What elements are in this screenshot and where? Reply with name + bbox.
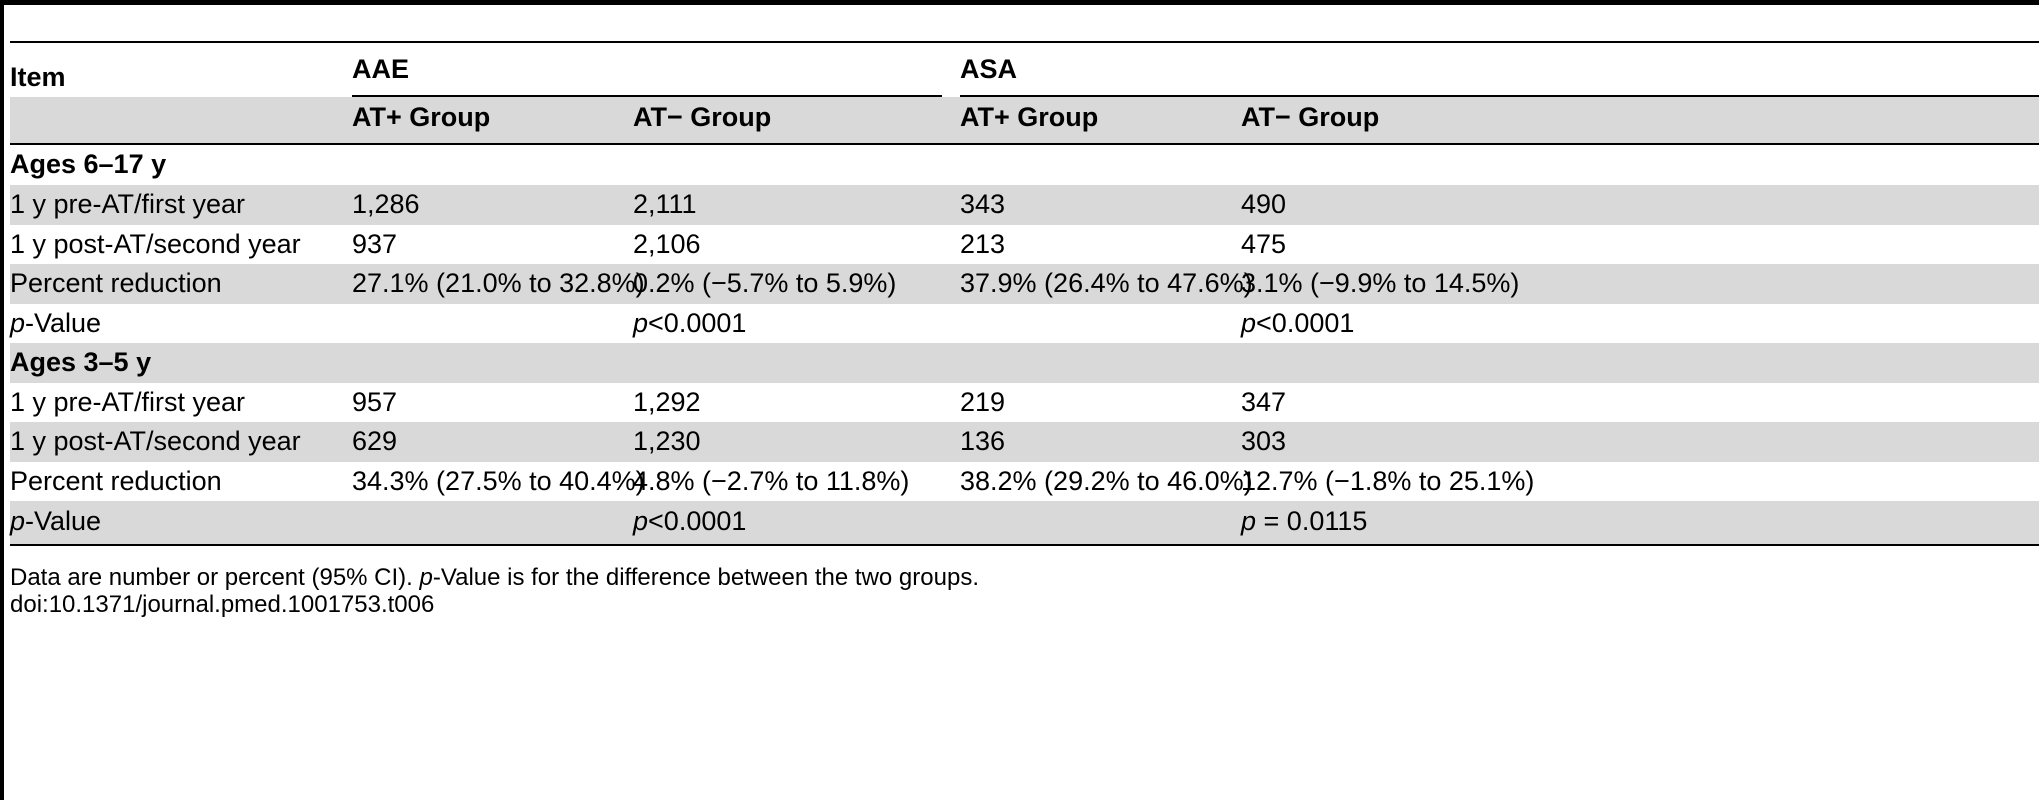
column-header-asa-at-minus: AT− Group <box>1241 102 1380 132</box>
section-title: Ages 3–5 y <box>10 347 152 377</box>
pvalue-label: p-Value <box>10 306 101 340</box>
pvalue-aae-p: p <box>633 506 649 536</box>
row-label: 1 y pre-AT/first year <box>10 189 246 219</box>
cell-aae-at-plus: 34.3% (27.5% to 40.4%) <box>352 466 645 496</box>
cell-aae-at-plus: 957 <box>352 387 398 417</box>
pvalue-aae: p<0.0001 <box>633 504 746 538</box>
row-band <box>10 343 2039 383</box>
pvalue-aae-value: <0.0001 <box>648 308 747 338</box>
cell-aae-at-minus: 2,111 <box>633 189 697 219</box>
table-footnote: Data are number or percent (95% CI). p-V… <box>10 563 979 593</box>
column-header-aae-at-minus: AT− Group <box>633 102 772 132</box>
cell-aae-at-minus: 1,230 <box>633 426 701 456</box>
row-band <box>10 501 2039 544</box>
pvalue-asa-p: p <box>1241 308 1257 338</box>
pvalue-asa-value: <0.0001 <box>1256 308 1355 338</box>
asa-group-rule <box>960 95 2039 97</box>
row-label: 1 y post-AT/second year <box>10 229 301 259</box>
left-border <box>0 0 4 800</box>
pvalue-label-rest: -Value <box>25 308 102 338</box>
pvalue-label-rest: -Value <box>25 506 102 536</box>
cell-aae-at-minus: 1,292 <box>633 387 701 417</box>
pvalue-asa-value: = 0.0115 <box>1256 506 1368 536</box>
group-header-asa: ASA <box>960 54 1018 84</box>
pvalue-label: p-Value <box>10 504 101 538</box>
cell-aae-at-minus: 2,106 <box>633 229 701 259</box>
header-top-rule <box>10 41 2039 43</box>
row-band <box>10 264 2039 304</box>
pvalue-aae-p: p <box>633 308 649 338</box>
row-label: 1 y post-AT/second year <box>10 426 301 456</box>
cell-asa-at-plus: 37.9% (26.4% to 47.6%) <box>960 268 1253 298</box>
cell-asa-at-plus: 38.2% (29.2% to 46.0%) <box>960 466 1253 496</box>
cell-aae-at-plus: 27.1% (21.0% to 32.8%) <box>352 268 645 298</box>
pvalue-label-p: p <box>10 506 26 536</box>
cell-asa-at-plus: 219 <box>960 387 1006 417</box>
cell-aae-at-plus: 1,286 <box>352 189 420 219</box>
cell-asa-at-minus: 12.7% (−1.8% to 25.1%) <box>1241 466 1535 496</box>
cell-asa-at-minus: 347 <box>1241 387 1287 417</box>
group-header-aae: AAE <box>352 54 410 84</box>
column-header-asa-at-plus: AT+ Group <box>960 102 1099 132</box>
row-band <box>10 422 2039 462</box>
cell-asa-at-minus: 3.1% (−9.9% to 14.5%) <box>1241 268 1520 298</box>
top-border <box>0 0 2039 5</box>
footnote-text-post: -Value is for the difference between the… <box>432 564 979 591</box>
cell-asa-at-plus: 213 <box>960 229 1006 259</box>
header-subrow-band <box>10 97 2039 143</box>
pvalue-asa: p = 0.0115 <box>1241 504 1367 538</box>
row-label: 1 y pre-AT/first year <box>10 387 246 417</box>
pvalue-asa-p: p <box>1241 506 1257 536</box>
column-header-aae-at-plus: AT+ Group <box>352 102 491 132</box>
footnote-text-pre: Data are number or percent (95% CI). <box>10 564 420 591</box>
row-label: Percent reduction <box>10 466 222 496</box>
row-band <box>10 185 2039 225</box>
row-label: Percent reduction <box>10 268 222 298</box>
cell-aae-at-plus: 629 <box>352 426 398 456</box>
aae-group-rule <box>352 95 942 97</box>
pvalue-aae: p<0.0001 <box>633 306 746 340</box>
cell-asa-at-plus: 343 <box>960 189 1006 219</box>
footnote-text-p: p <box>419 564 433 591</box>
column-header-item: Item <box>10 62 66 92</box>
cell-aae-at-minus: 0.2% (−5.7% to 5.9%) <box>633 268 897 298</box>
cell-asa-at-minus: 475 <box>1241 229 1287 259</box>
section-title: Ages 6–17 y <box>10 149 167 179</box>
header-bottom-rule <box>10 143 2039 145</box>
doi-text: doi:10.1371/journal.pmed.1001753.t006 <box>10 591 435 618</box>
cell-aae-at-plus: 937 <box>352 229 398 259</box>
table-bottom-rule <box>10 544 2039 546</box>
cell-asa-at-minus: 303 <box>1241 426 1287 456</box>
cell-aae-at-minus: 4.8% (−2.7% to 11.8%) <box>633 466 910 496</box>
cell-asa-at-minus: 490 <box>1241 189 1287 219</box>
pvalue-label-p: p <box>10 308 26 338</box>
cell-asa-at-plus: 136 <box>960 426 1006 456</box>
pvalue-asa: p<0.0001 <box>1241 306 1354 340</box>
pvalue-aae-value: <0.0001 <box>648 506 747 536</box>
